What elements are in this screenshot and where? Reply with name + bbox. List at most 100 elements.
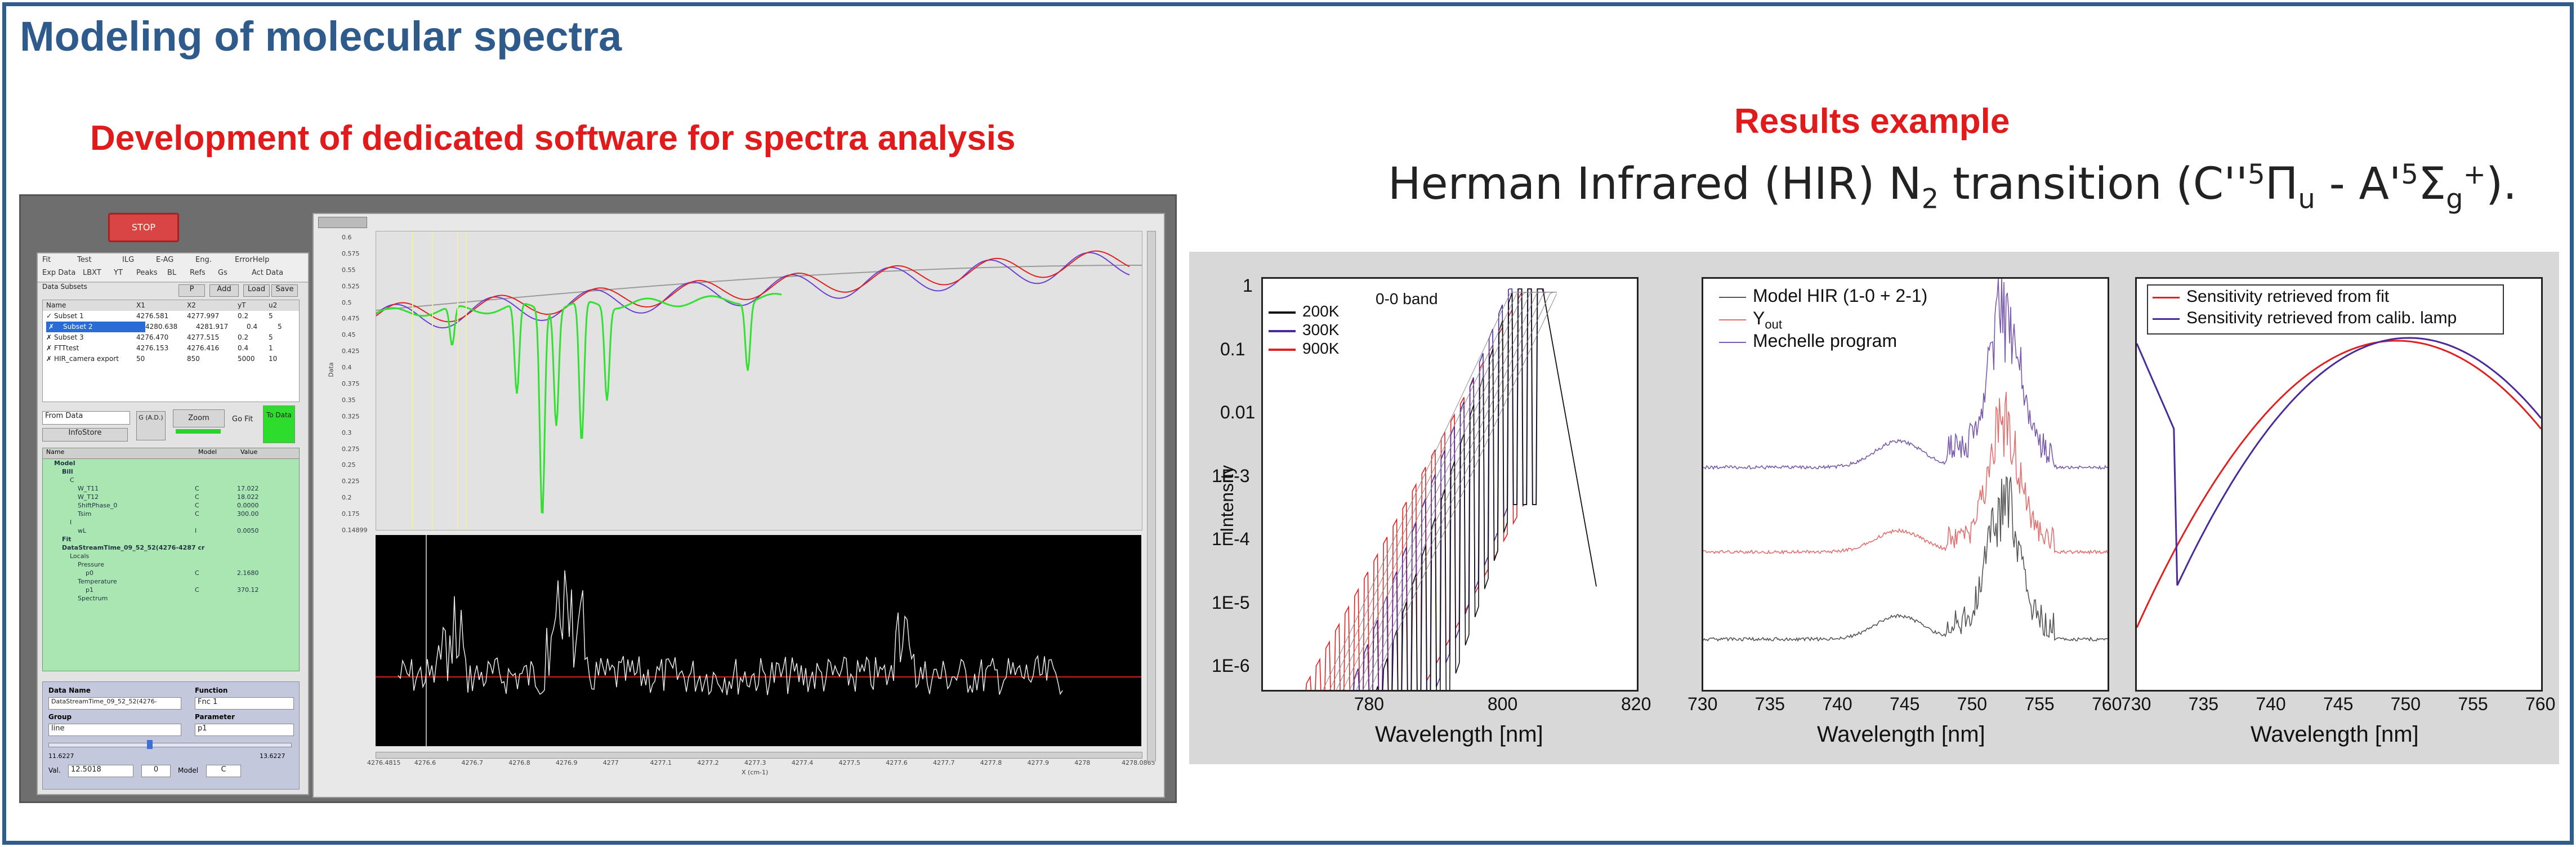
y-tick-label: 0.6 bbox=[342, 234, 352, 241]
legend-swatch bbox=[2153, 318, 2180, 320]
g-ad-button[interactable]: G (A.D.) bbox=[136, 411, 166, 440]
group-select[interactable]: line bbox=[48, 724, 181, 736]
x-tick-label: 4277.2 bbox=[697, 759, 719, 766]
data-axis-label: Data bbox=[327, 362, 335, 377]
x-tick-label: 4277.5 bbox=[838, 759, 861, 766]
data-curve bbox=[376, 252, 1130, 329]
go-fit-button[interactable]: Go Fit bbox=[232, 415, 253, 424]
spectrum-line bbox=[1703, 391, 2108, 555]
menu-item[interactable]: Test bbox=[77, 256, 92, 264]
graph-toolbar[interactable] bbox=[318, 217, 367, 228]
tree-item[interactable]: Pressure bbox=[78, 561, 104, 568]
tick-label: 730 bbox=[2121, 694, 2151, 714]
tree-item[interactable]: Tsim C 300.00 bbox=[78, 510, 259, 518]
y-tick-label: 0.325 bbox=[342, 412, 360, 420]
tick-label: 730 bbox=[1687, 694, 1718, 714]
val-index-input[interactable]: 0 bbox=[141, 765, 171, 777]
horizontal-scrollbar[interactable] bbox=[376, 752, 1142, 759]
tree-item[interactable]: I bbox=[70, 519, 72, 526]
tree-item[interactable]: p1 C 370.12 bbox=[86, 586, 259, 594]
menu-item[interactable]: YT bbox=[114, 269, 123, 277]
tree-item[interactable]: Model bbox=[54, 460, 75, 467]
menu-item[interactable]: ErrorHelp bbox=[235, 256, 270, 264]
val-label: Val. bbox=[48, 766, 61, 774]
table-row[interactable]: ✗ FTTtest 4276.153 4276.416 0.4 1 bbox=[46, 344, 273, 352]
left-x-axis-label: Wavelength [nm] bbox=[1375, 722, 1543, 747]
menu-item[interactable]: ILG bbox=[122, 256, 135, 264]
vertical-scrollbar[interactable] bbox=[1147, 231, 1156, 761]
model-tree: Name Model Value Model Bill C W_T11 C 17.022 W_T… bbox=[42, 448, 300, 671]
from-data-select[interactable]: From Data bbox=[42, 411, 130, 425]
data-name-label: Data Name bbox=[48, 686, 91, 694]
tree-item[interactable]: ShiftPhase_0 C 0.0000 bbox=[78, 502, 259, 509]
spectrum-line bbox=[1369, 293, 1557, 690]
slider-thumb[interactable] bbox=[147, 740, 153, 749]
page-title: Modeling of molecular spectra bbox=[20, 13, 622, 60]
table-row[interactable]: ✓ Subset 1 4276.581 4277.997 0.2 5 bbox=[46, 312, 273, 320]
menu-item[interactable]: LBXT bbox=[83, 269, 101, 277]
tree-item[interactable]: W_T12 C 18.022 bbox=[78, 493, 259, 501]
menu-item[interactable]: Exp Data bbox=[42, 269, 76, 277]
tree-item[interactable]: Bill bbox=[62, 468, 73, 475]
right-legend-item: Sensitivity retrieved from fit bbox=[2153, 287, 2389, 306]
residual-curve bbox=[398, 570, 1063, 696]
model-select[interactable]: C bbox=[206, 765, 241, 777]
tree-header: Name Model Value bbox=[43, 448, 299, 459]
tree-item[interactable]: Locals bbox=[70, 552, 90, 560]
subset-add-button[interactable]: Add bbox=[209, 284, 239, 297]
zoom-button[interactable]: Zoom bbox=[173, 409, 225, 427]
menu-item[interactable]: E-AG bbox=[156, 256, 174, 264]
tree-item[interactable]: C bbox=[70, 476, 74, 484]
menu-item[interactable]: BL bbox=[167, 269, 177, 277]
x-tick-label: 4277.6 bbox=[886, 759, 908, 766]
stop-button[interactable]: STOP bbox=[108, 213, 179, 242]
right-legend-box bbox=[2147, 284, 2504, 335]
value-slider[interactable] bbox=[48, 743, 292, 747]
menu-item[interactable]: Act Data bbox=[252, 269, 284, 277]
function-select[interactable]: Fnc 1 bbox=[195, 697, 294, 710]
spectrum-line bbox=[1323, 292, 1557, 690]
fit-sensitivity-line bbox=[2137, 340, 2541, 628]
subset-save-button[interactable]: Save bbox=[271, 284, 298, 297]
table-row[interactable]: ✗ Subset 2 4280.638 4281.917 0.4 5 bbox=[43, 322, 299, 332]
y-tick-label: 0.175 bbox=[342, 510, 360, 518]
residual-plot[interactable] bbox=[376, 535, 1141, 746]
y-tick-label: 0.475 bbox=[342, 315, 360, 323]
menu-item[interactable]: Fit bbox=[42, 256, 51, 264]
menu-item[interactable]: Gs bbox=[218, 269, 227, 277]
tree-item[interactable]: W_T11 C 17.022 bbox=[78, 485, 259, 492]
tree-item[interactable]: Temperature bbox=[78, 578, 117, 585]
subset-p-button[interactable]: P bbox=[178, 284, 205, 297]
tree-item[interactable]: p0 C 2.1680 bbox=[86, 569, 259, 577]
menu-item[interactable]: Eng. bbox=[195, 256, 212, 264]
tick-label: 1E-4 bbox=[1212, 529, 1250, 549]
fit-plot[interactable] bbox=[376, 231, 1142, 531]
to-data-button[interactable]: To Data bbox=[263, 405, 295, 443]
subset-load-button[interactable]: Load bbox=[243, 284, 270, 297]
spectrum-line bbox=[1363, 292, 1557, 690]
tick-label: 0.1 bbox=[1220, 338, 1245, 359]
tree-item[interactable]: Spectrum bbox=[78, 595, 108, 602]
tree-item[interactable]: wL I 0.0050 bbox=[78, 527, 259, 534]
tick-label: 750 bbox=[1957, 694, 1988, 714]
val-input[interactable]: 12.5018 bbox=[68, 765, 133, 777]
x-axis-label: X (cm-1) bbox=[742, 769, 769, 776]
info-store-button[interactable]: InfoStore bbox=[42, 428, 128, 442]
table-row[interactable]: ✗ Subset 3 4276.470 4277.515 0.2 5 bbox=[46, 333, 273, 341]
middle-x-axis-label: Wavelength [nm] bbox=[1817, 722, 1985, 747]
table-row[interactable]: ✗ HIR_camera export 50 850 5000 10 bbox=[46, 355, 278, 363]
tree-item[interactable]: DataStreamTime_09_52_52(4276-4287 cr bbox=[62, 544, 205, 551]
data-name-select[interactable]: DataStreamTime_09_52_52(4276- bbox=[48, 697, 181, 710]
parameter-label: Parameter bbox=[195, 713, 235, 721]
middle-legend-item: Mechelle program bbox=[1719, 331, 1897, 351]
tree-item[interactable]: Fit bbox=[62, 536, 72, 543]
tick-label: 735 bbox=[2188, 694, 2219, 714]
x-tick-label: 4276.9 bbox=[556, 759, 578, 766]
menu-item[interactable]: Peaks bbox=[136, 269, 158, 277]
legend-swatch bbox=[1719, 296, 1746, 298]
tick-label: 800 bbox=[1487, 694, 1518, 714]
parameter-select[interactable]: p1 bbox=[195, 724, 294, 736]
tick-label: 1E-3 bbox=[1212, 465, 1250, 486]
menu-item[interactable]: Refs bbox=[190, 269, 206, 277]
left-legend-title: 0-0 band bbox=[1376, 290, 1438, 307]
